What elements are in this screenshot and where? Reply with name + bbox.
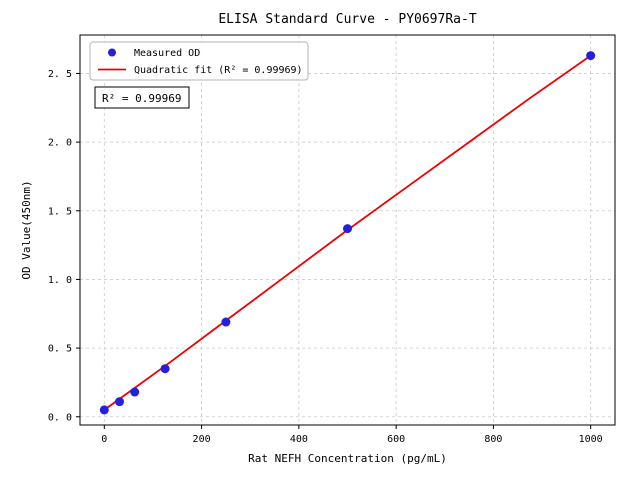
legend-label-measured-od: Measured OD — [134, 48, 200, 59]
chart-title: ELISA Standard Curve - PY0697Ra-T — [218, 12, 476, 27]
measured-od-point — [99, 405, 109, 415]
legend-box — [89, 41, 309, 81]
y-axis-label: OD Value(450nm) — [20, 180, 33, 279]
legend-marker-measured-od-icon — [108, 48, 116, 57]
axes-frame — [79, 34, 616, 426]
measured-od-point — [221, 317, 231, 327]
measured-od-point — [130, 387, 140, 397]
measured-od-point — [160, 364, 170, 374]
y-tick-label: 2. 0 — [48, 138, 72, 149]
y-tick-label: 1. 0 — [48, 275, 72, 286]
y-tick-label: 0. 5 — [48, 344, 72, 355]
measured-od-point — [586, 51, 596, 61]
r-squared-annotation-box — [94, 86, 190, 109]
x-tick-label: 800 — [484, 434, 502, 445]
x-tick-label: 400 — [290, 434, 308, 445]
legend-label-quadratic-fit: Quadratic fit (R² = 0.99969) — [134, 65, 303, 76]
x-tick-label: 200 — [193, 434, 211, 445]
measured-od-point — [343, 224, 352, 234]
y-tick-label: 1. 5 — [48, 206, 72, 217]
x-tick-label: 0 — [101, 434, 107, 445]
r-squared-annotation-text: R² = 0.99969 — [102, 92, 181, 105]
y-tick-label: 2. 5 — [48, 69, 72, 80]
y-tick-label: 0. 0 — [48, 412, 72, 423]
x-axis-label: Rat NEFH Concentration (pg/mL) — [248, 452, 447, 465]
x-tick-label: 1000 — [579, 434, 603, 445]
x-tick-label: 600 — [387, 434, 405, 445]
measured-od-point — [115, 397, 125, 407]
